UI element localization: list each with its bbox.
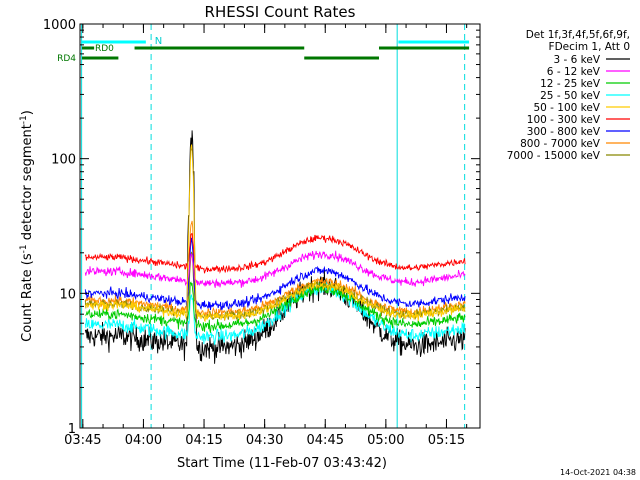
x-tick-label: 04:30 [246, 433, 283, 448]
x-axis-label: Start Time (11-Feb-07 03:43:42) [177, 456, 387, 471]
rd4-label: RD4 [57, 54, 76, 64]
n-label: N [155, 36, 162, 47]
legend-label: 300 - 800 keV [527, 126, 601, 138]
plot-area: N RD0 RD4 [57, 24, 470, 428]
y-axis-label-end: ) [20, 110, 35, 115]
x-tick-label: 05:15 [428, 433, 465, 448]
x-tick-label: 04:00 [125, 433, 162, 448]
y-tick-label: 1000 [43, 18, 76, 33]
series-line-2 [84, 250, 466, 288]
y-axis: 1 10 100 1000 [43, 18, 480, 437]
x-tick-label: 05:00 [367, 433, 404, 448]
y-tick-label: 1 [68, 422, 76, 437]
series-line-9 [84, 251, 466, 321]
legend-label: 6 - 12 keV [547, 66, 601, 78]
series-line-7 [84, 237, 466, 311]
y-tick-label: 100 [51, 153, 76, 168]
rd0-label: RD0 [95, 44, 114, 54]
legend-label: 3 - 6 keV [553, 54, 600, 66]
series-line-3 [85, 281, 466, 333]
x-tick-label: 04:15 [185, 433, 222, 448]
chart-title: RHESSI Count Rates [205, 3, 356, 21]
legend-header-1: Det 1f,3f,4f,5f,6f,9f, [526, 29, 630, 41]
series-line-6 [84, 233, 466, 274]
legend-label: 50 - 100 keV [533, 102, 600, 114]
x-tick-label: 04:45 [307, 433, 344, 448]
series-line-1 [84, 130, 466, 364]
y-tick-label: 10 [59, 287, 76, 302]
y-axis-label: Count Rate (s-1 detector segment-1) [19, 110, 35, 342]
y-axis-label-sup2: -1 [19, 115, 29, 124]
series-layer [84, 130, 466, 364]
x-axis: 03:45 04:00 04:15 04:30 04:45 05:00 05:15 [64, 24, 468, 448]
x-tick-label: 03:45 [64, 433, 101, 448]
y-axis-label-mid: detector segment [20, 124, 35, 244]
legend-label: 7000 - 15000 keV [507, 150, 601, 162]
status-bars: N RD0 RD4 [57, 36, 470, 64]
legend-label: 800 - 7000 keV [520, 138, 601, 150]
y-axis-label-sup1: -1 [19, 244, 29, 253]
series-line-5 [84, 144, 466, 322]
y-axis-label-main: Count Rate (s [20, 253, 35, 342]
plot-frame [79, 23, 481, 429]
legend-label: 25 - 50 keV [540, 90, 601, 102]
vertical-lines [81, 24, 466, 428]
timestamp: 14-Oct-2021 04:38 [560, 468, 636, 477]
legend-header-2: FDecim 1, Att 0 [549, 41, 630, 53]
legend-label: 12 - 25 keV [540, 78, 601, 90]
legend-label: 100 - 300 keV [527, 114, 601, 126]
